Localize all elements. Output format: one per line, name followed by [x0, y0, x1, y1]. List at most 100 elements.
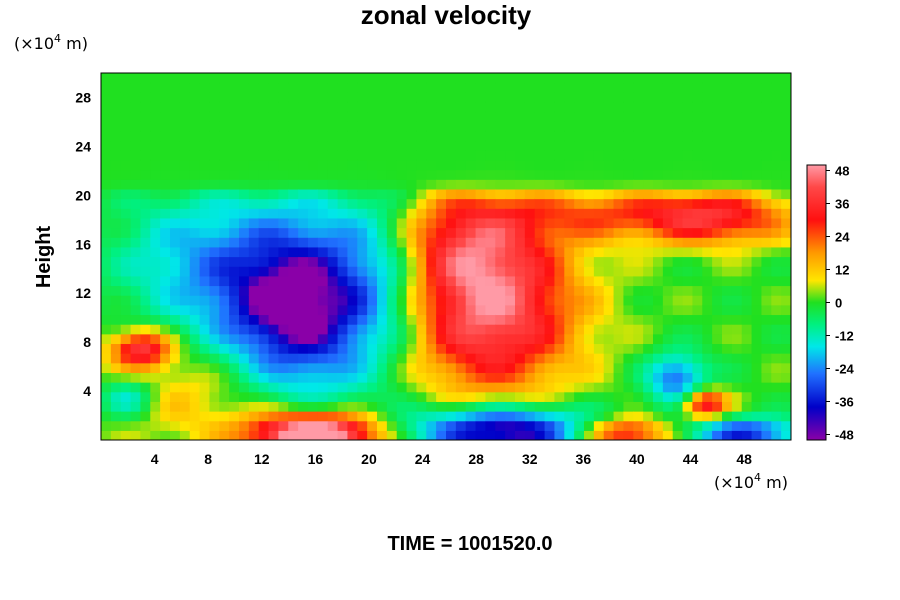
heatmap-cell	[475, 324, 487, 335]
heatmap-cell	[101, 314, 112, 325]
heatmap-cell	[239, 285, 250, 296]
heatmap-cell	[662, 208, 674, 219]
heatmap-cell	[584, 372, 595, 383]
heatmap-cell	[633, 391, 644, 402]
heatmap-cell	[396, 227, 408, 238]
heatmap-cell	[337, 159, 349, 171]
heatmap-cell	[140, 353, 151, 364]
heatmap-cell	[653, 179, 664, 190]
heatmap-cell	[110, 362, 122, 373]
heatmap-cell	[751, 101, 763, 113]
heatmap-cell	[672, 150, 684, 161]
heatmap-cell	[554, 382, 565, 393]
heatmap-cell	[613, 159, 625, 171]
heatmap-cell	[150, 343, 161, 354]
heatmap-cell	[239, 140, 250, 151]
heatmap-cell	[110, 227, 122, 238]
heatmap-cell	[199, 217, 211, 229]
heatmap-cell	[386, 420, 398, 431]
heatmap-cell	[278, 391, 289, 402]
heatmap-cell	[130, 159, 142, 171]
heatmap-cell	[682, 159, 694, 171]
heatmap-cell	[702, 179, 713, 190]
heatmap-cell	[268, 208, 280, 219]
heatmap-cell	[377, 343, 388, 354]
heatmap-cell	[544, 266, 556, 277]
heatmap-cell	[268, 111, 280, 122]
heatmap-cell	[584, 391, 595, 402]
heatmap-cell	[455, 169, 467, 180]
heatmap-cell	[524, 333, 536, 345]
heatmap-cell	[298, 275, 309, 287]
heatmap-cell	[692, 324, 703, 335]
heatmap-cell	[288, 372, 299, 383]
heatmap-cell	[258, 130, 270, 142]
heatmap-cell	[357, 391, 368, 402]
heatmap-cell	[377, 82, 388, 93]
heatmap-cell	[199, 140, 211, 151]
heatmap-cell	[239, 314, 250, 325]
heatmap-cell	[337, 411, 349, 422]
heatmap-cell	[554, 188, 565, 200]
heatmap-cell	[248, 343, 260, 354]
heatmap-cell	[436, 237, 447, 248]
heatmap-cell	[692, 314, 703, 325]
heatmap-cell	[515, 391, 526, 402]
heatmap-cell	[219, 130, 230, 142]
x-tick-label: 40	[629, 451, 645, 467]
heatmap-cell	[317, 343, 329, 354]
heatmap-cell	[327, 411, 339, 422]
y-tick-label: 4	[83, 383, 91, 399]
heatmap-cell	[317, 179, 329, 190]
heatmap-cell	[643, 101, 654, 113]
heatmap-cell	[308, 237, 319, 248]
heatmap-cell	[140, 411, 151, 422]
heatmap-cell	[258, 420, 270, 431]
heatmap-cell	[229, 333, 240, 345]
heatmap-cell	[584, 92, 595, 103]
heatmap-cell	[593, 179, 605, 190]
heatmap-cell	[396, 150, 408, 161]
heatmap-cell	[406, 208, 418, 219]
heatmap-cell	[288, 111, 299, 122]
heatmap-cell	[258, 353, 270, 364]
heatmap-cell	[278, 101, 289, 113]
heatmap-cell	[741, 111, 753, 122]
heatmap-cell	[337, 382, 349, 393]
heatmap-cell	[702, 208, 713, 219]
heatmap-cell	[288, 362, 299, 373]
heatmap-cell	[347, 295, 358, 306]
heatmap-cell	[692, 295, 703, 306]
heatmap-cell	[495, 391, 506, 402]
heatmap-cell	[347, 333, 358, 345]
heatmap-cell	[643, 217, 654, 229]
heatmap-cell	[485, 92, 496, 103]
heatmap-cell	[475, 188, 487, 200]
heatmap-cell	[475, 333, 487, 345]
heatmap-cell	[219, 372, 230, 383]
heatmap-cell	[446, 198, 457, 209]
heatmap-cell	[712, 295, 723, 306]
heatmap-cell	[179, 179, 191, 190]
heatmap-cell	[436, 121, 447, 132]
heatmap-cell	[258, 266, 270, 277]
heatmap-cell	[396, 372, 408, 383]
heatmap-cell	[229, 82, 240, 93]
heatmap-cell	[386, 227, 398, 238]
heatmap-cell	[515, 101, 526, 113]
heatmap-cell	[239, 92, 250, 103]
heatmap-cell	[751, 411, 763, 422]
heatmap-cell	[258, 411, 270, 422]
heatmap-cell	[327, 343, 339, 354]
heatmap-cell	[367, 217, 378, 229]
heatmap-cell	[179, 304, 191, 316]
heatmap-cell	[179, 82, 191, 93]
heatmap-cell	[682, 130, 694, 142]
heatmap-cell	[731, 82, 743, 93]
heatmap-cell	[623, 130, 634, 142]
heatmap-cell	[731, 430, 743, 440]
heatmap-cell	[544, 314, 556, 325]
heatmap-cell	[120, 343, 132, 354]
heatmap-cell	[308, 285, 319, 296]
heatmap-cell	[179, 343, 191, 354]
